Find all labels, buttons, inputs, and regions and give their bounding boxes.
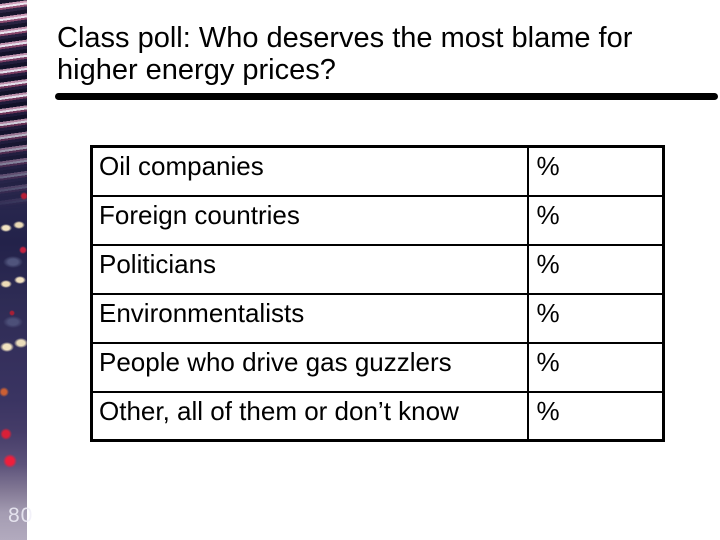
poll-row-label: Politicians xyxy=(90,243,529,295)
table-row: Other, all of them or don’t know % xyxy=(90,390,665,442)
slide-title: Class poll: Who deserves the most blame … xyxy=(57,22,707,86)
title-line-1: Class poll: Who deserves the most blame … xyxy=(57,22,633,54)
title-underline-rule xyxy=(55,93,718,100)
poll-row-value: % xyxy=(526,292,665,344)
poll-row-label: Other, all of them or don’t know xyxy=(90,390,529,442)
poll-row-label: Environmentalists xyxy=(90,292,529,344)
table-row: Oil companies % xyxy=(90,145,665,197)
poll-table: Oil companies % Foreign countries % Poli… xyxy=(90,145,665,442)
poll-row-label: Oil companies xyxy=(90,145,529,197)
poll-row-value: % xyxy=(526,341,665,393)
page-number: 80 xyxy=(8,504,34,527)
poll-row-label: People who drive gas guzzlers xyxy=(90,341,529,393)
poll-row-label: Foreign countries xyxy=(90,194,529,246)
poll-row-value: % xyxy=(526,145,665,197)
poll-row-value: % xyxy=(526,390,665,442)
table-row: Environmentalists % xyxy=(90,292,665,344)
table-row: Foreign countries % xyxy=(90,194,665,246)
traffic-lights-blobs xyxy=(0,0,27,540)
table-row: People who drive gas guzzlers % xyxy=(90,341,665,393)
poll-row-value: % xyxy=(526,194,665,246)
table-row: Politicians % xyxy=(90,243,665,295)
title-line-2: higher energy prices? xyxy=(57,54,336,86)
poll-row-value: % xyxy=(526,243,665,295)
traffic-photo-strip xyxy=(0,0,27,540)
